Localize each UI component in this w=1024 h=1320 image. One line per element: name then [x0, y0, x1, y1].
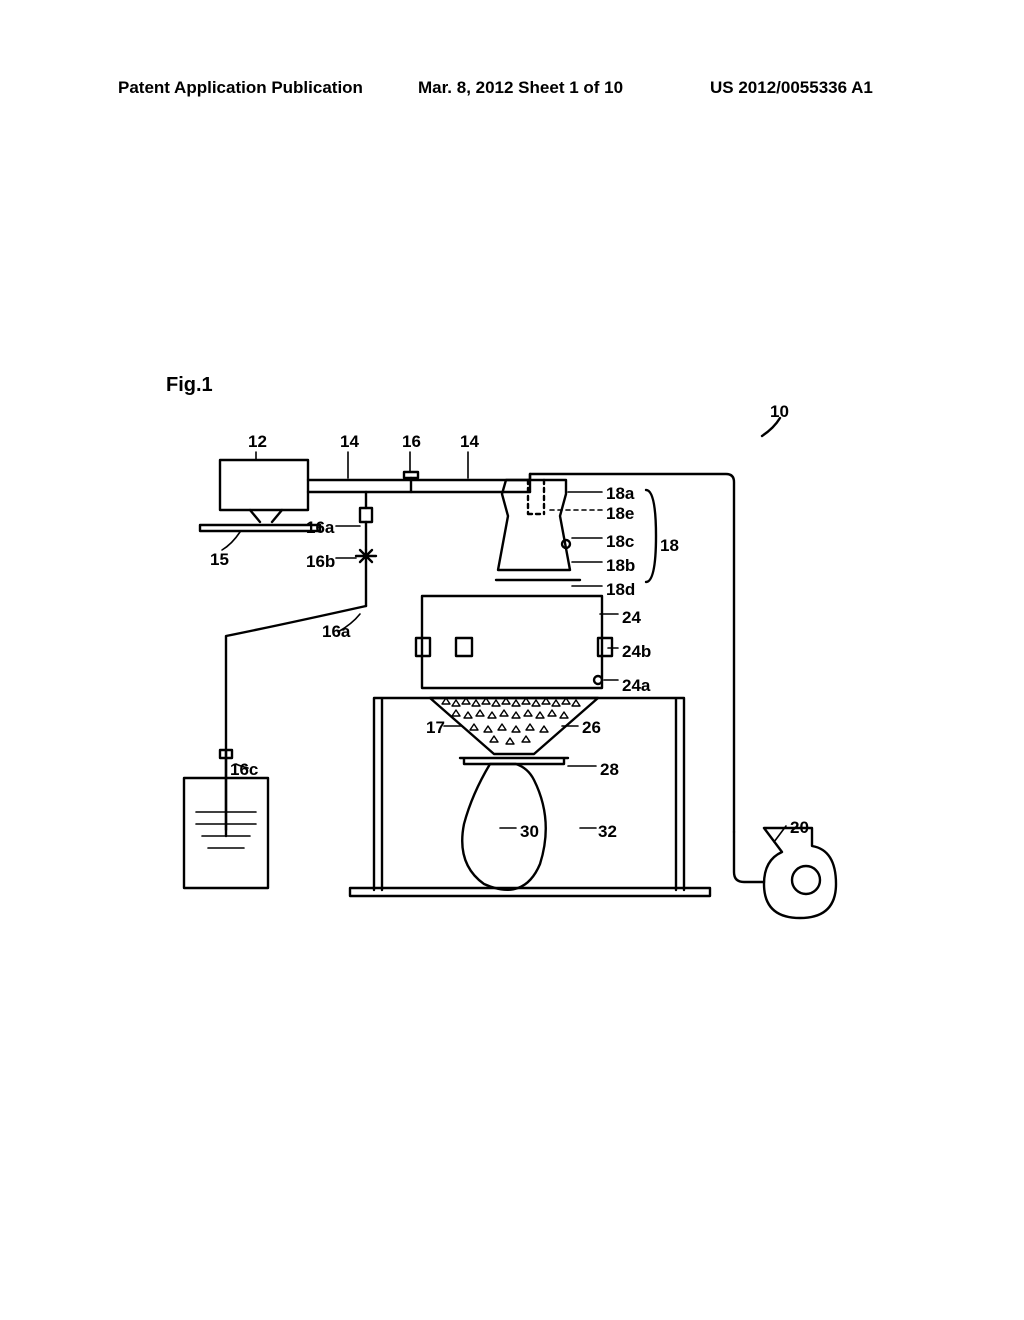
header-right: US 2012/0055336 A1	[710, 78, 873, 98]
figure-1: Fig.1 10 12 14 16 14 15 16a 16b 16a 16c …	[130, 380, 890, 940]
header-left: Patent Application Publication	[118, 78, 363, 98]
page: Patent Application Publication Mar. 8, 2…	[0, 0, 1024, 1320]
header-center: Mar. 8, 2012 Sheet 1 of 10	[418, 78, 623, 98]
patent-diagram-svg	[130, 380, 890, 940]
page-header: Patent Application Publication Mar. 8, 2…	[0, 78, 1024, 106]
